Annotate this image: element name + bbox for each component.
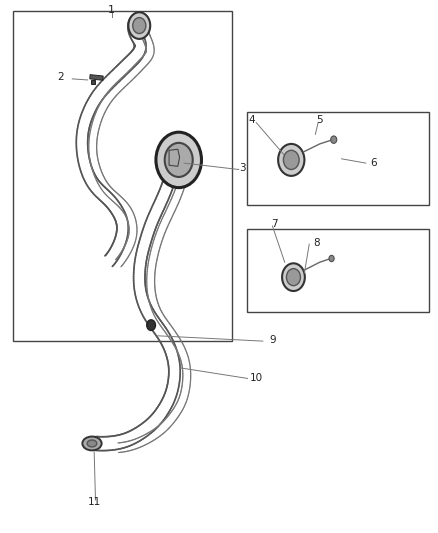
Text: 1: 1 xyxy=(108,5,115,14)
Text: 6: 6 xyxy=(370,158,377,167)
Circle shape xyxy=(278,144,304,176)
Circle shape xyxy=(128,12,150,39)
Bar xyxy=(247,112,429,205)
Circle shape xyxy=(165,143,193,177)
Ellipse shape xyxy=(82,437,102,450)
Circle shape xyxy=(286,269,300,286)
Text: 10: 10 xyxy=(250,374,263,383)
Circle shape xyxy=(133,18,146,34)
Circle shape xyxy=(283,150,299,169)
Text: 3: 3 xyxy=(239,163,245,173)
Circle shape xyxy=(282,263,305,291)
Text: 8: 8 xyxy=(313,238,320,247)
Circle shape xyxy=(329,255,334,262)
Text: 4: 4 xyxy=(248,115,255,125)
Text: 7: 7 xyxy=(272,219,278,229)
Bar xyxy=(90,75,103,80)
Text: 2: 2 xyxy=(57,72,64,82)
Circle shape xyxy=(331,136,337,143)
Circle shape xyxy=(147,320,155,330)
Ellipse shape xyxy=(87,440,97,447)
Text: 11: 11 xyxy=(88,497,101,507)
Bar xyxy=(91,80,95,84)
Text: 9: 9 xyxy=(269,335,276,345)
Circle shape xyxy=(156,132,201,188)
Bar xyxy=(13,11,232,341)
Bar xyxy=(247,229,429,312)
Polygon shape xyxy=(169,149,180,166)
Text: 5: 5 xyxy=(316,115,323,125)
